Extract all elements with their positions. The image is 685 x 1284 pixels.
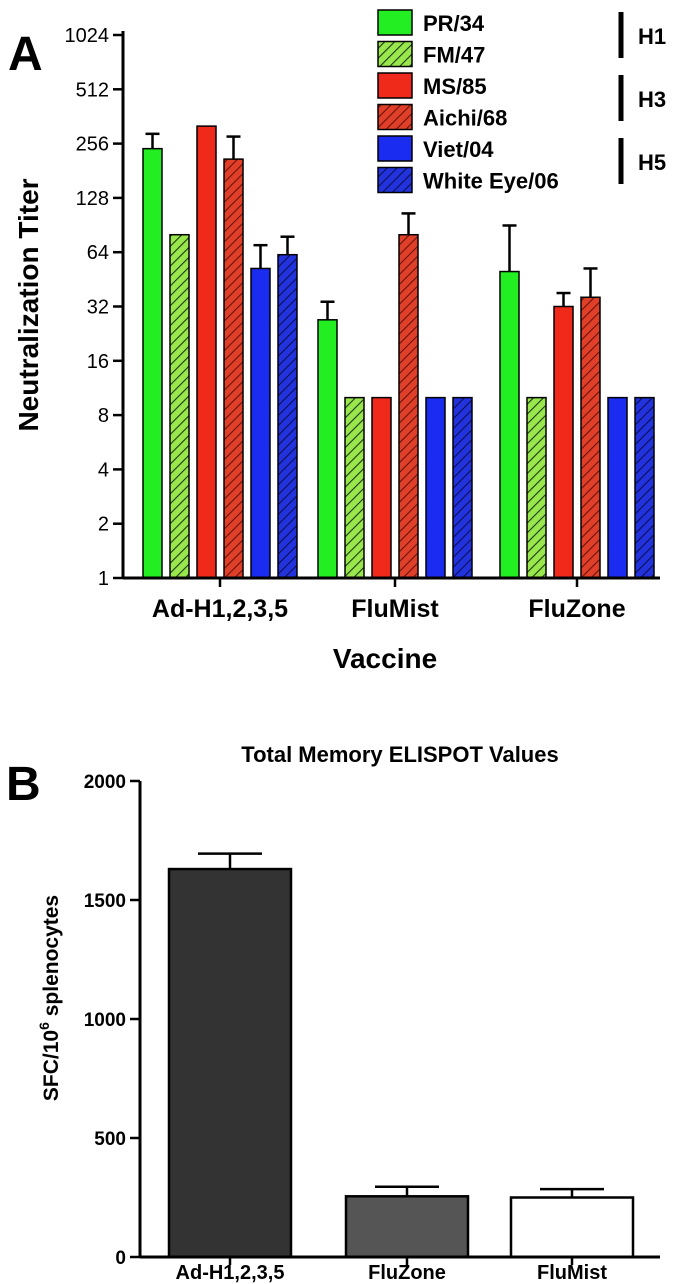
bar-ms-85-ad-h1-2-3-5 (196, 125, 217, 579)
y-tick-label-b: 500 (94, 1129, 126, 1150)
legend-label-aichi-68: Aichi/68 (423, 106, 507, 131)
y-axis-title-b: SFC/106 splenocytes (36, 895, 63, 1101)
bar-aichi-68-flumist (398, 233, 419, 579)
legend-label-white-eye-06: White Eye/06 (423, 169, 559, 194)
bar-pr-34-flumist (317, 319, 338, 579)
bar-pr-34-ad-h1-2-3-5 (142, 147, 163, 579)
x-category-label-a: Ad-H1,2,3,5 (152, 595, 288, 623)
bar-fm-47-fluzone (526, 396, 547, 579)
legend-label-fm-47: FM/47 (423, 43, 485, 68)
legend-swatch-viet-04 (377, 135, 413, 162)
x-category-label-a: FluZone (528, 595, 625, 623)
x-category-label-b: Ad-H1,2,3,5 (176, 1262, 285, 1284)
chart-b: B Total Memory ELISPOT Values 0 500 1000 15… (6, 742, 660, 1284)
y-tick-label-a: 1024 (65, 25, 110, 47)
y-axis-title-a: Neutralization Titer (13, 178, 44, 431)
panel-letter-a: A (8, 28, 43, 81)
bar-ms-85-flumist (371, 396, 392, 579)
y-tick-label-a: 64 (87, 242, 109, 264)
bar-flumist (509, 1196, 635, 1259)
legend-swatch-ms-85 (377, 72, 413, 99)
y-tick-label-a: 512 (76, 79, 109, 101)
panel-letter-b: B (6, 758, 41, 811)
subtype-label-h1: H1 (638, 24, 666, 49)
y-tick-label-b: 0 (115, 1248, 126, 1269)
y-tick-label-a: 4 (98, 459, 109, 481)
y-tick-label-b: 1000 (84, 1010, 126, 1031)
y-tick-label-a: 256 (76, 134, 109, 156)
bar-fm-47-flumist (344, 396, 365, 579)
legend-swatch-white-eye-06 (377, 166, 413, 194)
bar-white-eye-06-flumist (452, 396, 473, 579)
legend-label-viet-04: Viet/04 (423, 137, 494, 162)
bar-viet-04-fluzone (607, 396, 628, 579)
y-tick-label-a: 32 (87, 297, 109, 319)
x-category-label-a: FluMist (351, 595, 439, 623)
bar-fm-47-ad-h1-2-3-5 (169, 233, 190, 579)
legend-label-ms-85: MS/85 (423, 74, 487, 99)
legend-label-pr-34: PR/34 (423, 11, 485, 36)
bar-aichi-68-ad-h1-2-3-5 (223, 158, 244, 579)
bar-ms-85-fluzone (553, 305, 574, 579)
y-tick-label-a: 128 (76, 188, 109, 210)
bar-white-eye-06-fluzone (634, 396, 655, 579)
bar-white-eye-06-ad-h1-2-3-5 (277, 253, 298, 579)
y-tick-label-a: 2 (98, 514, 109, 536)
x-category-label-b: FluZone (368, 1262, 446, 1284)
bar-pr-34-fluzone (499, 270, 520, 579)
legend-swatch-aichi-68 (377, 103, 413, 131)
legend-swatch-fm-47 (377, 40, 413, 68)
subtype-label-h5: H5 (638, 150, 666, 175)
y-tick-label-a: 16 (87, 351, 109, 373)
y-tick-label-a: 8 (98, 405, 109, 427)
subtype-label-h3: H3 (638, 87, 666, 112)
bar-viet-04-ad-h1-2-3-5 (250, 267, 271, 579)
chart-a: A 1 2 4 8 16 32 64 128 256 512 1024 Ad-H1,2,3,5 FluM… (8, 9, 666, 674)
bar-ad-h1-2-3-5 (167, 867, 293, 1259)
legend-swatch-pr-34 (377, 9, 413, 36)
chart-title-b: Total Memory ELISPOT Values (241, 742, 558, 767)
bar-aichi-68-fluzone (580, 296, 601, 579)
y-tick-label-a: 1 (98, 568, 109, 590)
y-tick-label-b: 1500 (84, 891, 126, 912)
y-tick-label-b: 2000 (84, 772, 126, 793)
bar-viet-04-flumist (425, 396, 446, 579)
x-axis-title-a: Vaccine (333, 643, 437, 674)
bar-fluzone (344, 1195, 470, 1259)
x-category-label-b: FluMist (537, 1262, 607, 1284)
